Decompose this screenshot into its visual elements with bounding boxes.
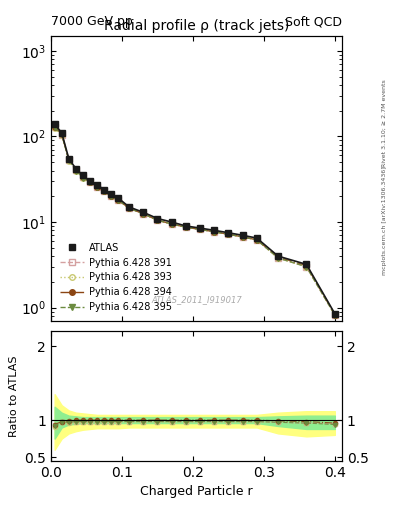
Legend: ATLAS, Pythia 6.428 391, Pythia 6.428 393, Pythia 6.428 394, Pythia 6.428 395: ATLAS, Pythia 6.428 391, Pythia 6.428 39…	[56, 239, 176, 316]
Text: 7000 GeV pp: 7000 GeV pp	[51, 15, 133, 28]
Text: ATLAS_2011_I919017: ATLAS_2011_I919017	[151, 295, 242, 304]
Text: mcplots.cern.ch [arXiv:1306.3436]: mcplots.cern.ch [arXiv:1306.3436]	[382, 166, 387, 274]
Y-axis label: Ratio to ATLAS: Ratio to ATLAS	[9, 355, 19, 437]
Title: Radial profile ρ (track jets): Radial profile ρ (track jets)	[104, 19, 289, 33]
X-axis label: Charged Particle r: Charged Particle r	[140, 485, 253, 498]
Text: Soft QCD: Soft QCD	[285, 15, 342, 28]
Text: Rivet 3.1.10; ≥ 2.7M events: Rivet 3.1.10; ≥ 2.7M events	[382, 79, 387, 167]
